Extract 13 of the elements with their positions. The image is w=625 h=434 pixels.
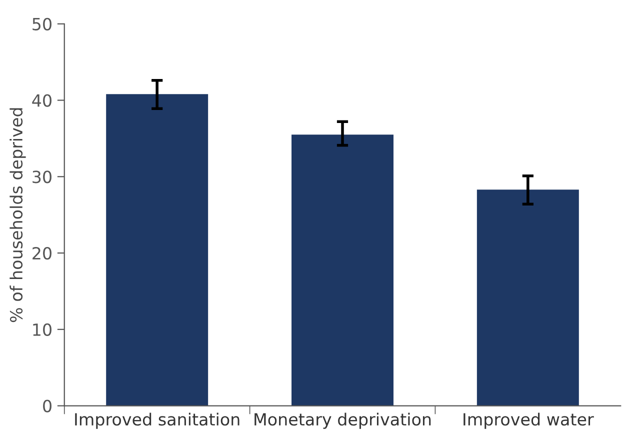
- bar: [106, 94, 208, 406]
- y-tick-label: 50: [32, 18, 52, 30]
- y-tick-label: 0: [43, 400, 52, 412]
- y-tick-label: 20: [32, 246, 52, 260]
- x-tick-label: Monetary deprivation: [254, 412, 431, 429]
- y-tick-label: 30: [32, 170, 52, 184]
- x-tick-label: Improved sanitation: [75, 412, 240, 429]
- bar: [476, 190, 579, 406]
- bar: [292, 134, 394, 406]
- y-axis-title: % of households deprived: [10, 108, 26, 322]
- y-tick-label: 40: [32, 94, 52, 107]
- y-tick-label: 10: [33, 323, 52, 336]
- x-tick-label: Improved water: [464, 412, 594, 429]
